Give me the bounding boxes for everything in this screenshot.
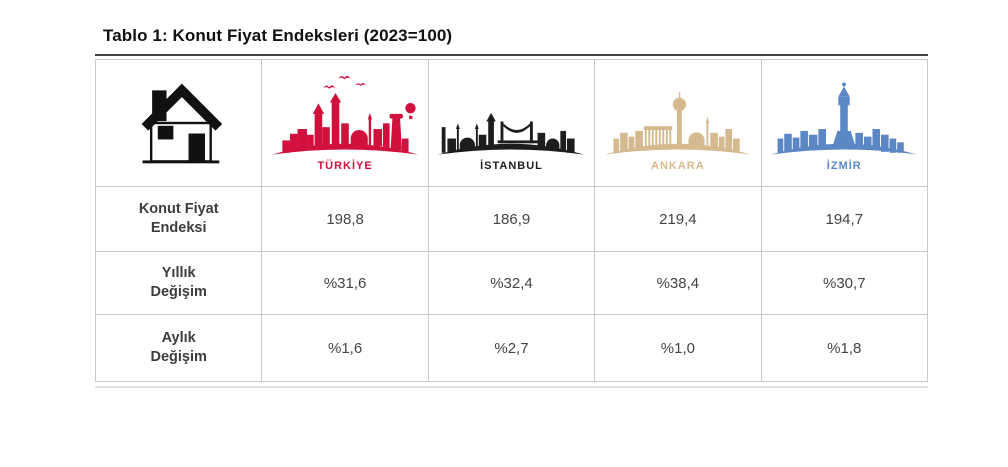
value-yillik-ankara: %38,4 bbox=[594, 251, 762, 315]
kfe-table: TÜRKİYE bbox=[94, 59, 929, 382]
header-cell-ankara: ANKARA bbox=[594, 59, 762, 187]
izmir-label: İZMİR bbox=[826, 160, 862, 172]
row-label-aylik-degisim: Aylık Değişim bbox=[94, 314, 263, 382]
value-aylik-izmir: %1,8 bbox=[760, 314, 929, 382]
value-aylik-ankara: %1,0 bbox=[594, 314, 762, 382]
table-row-aylik-degisim: Aylık Değişim %1,6 %2,7 %1,0 %1,8 bbox=[94, 314, 929, 382]
value-endeks-izmir: 194,7 bbox=[760, 186, 929, 252]
izmir-skyline-icon bbox=[771, 82, 918, 155]
house-icon bbox=[141, 83, 222, 164]
row-label-line: Endeksi bbox=[150, 220, 207, 236]
row-label-line: Aylık bbox=[161, 330, 196, 347]
value-aylik-istanbul: %2,7 bbox=[427, 314, 596, 382]
row-label-line: Yıllık bbox=[161, 265, 196, 282]
istanbul-label: İSTANBUL bbox=[480, 160, 543, 172]
header-cell-turkiye: TÜRKİYE bbox=[261, 59, 429, 187]
table-row-yillik-degisim: Yıllık Değişim %31,6 %32,4 %38,4 %30,7 bbox=[94, 251, 929, 315]
value-yillik-turkiye: %31,6 bbox=[261, 251, 429, 315]
corner-cell bbox=[94, 59, 263, 187]
ankara-skyline-icon bbox=[604, 92, 751, 155]
table-container: TÜRKİYE bbox=[94, 54, 929, 388]
value-yillik-istanbul: %32,4 bbox=[427, 251, 596, 315]
row-label-line: Değişim bbox=[150, 349, 207, 365]
row-label-line: Değişim bbox=[150, 284, 207, 300]
turkiye-skyline-icon bbox=[272, 75, 419, 155]
value-endeks-turkiye: 198,8 bbox=[261, 186, 429, 252]
value-aylik-turkiye: %1,6 bbox=[261, 314, 429, 382]
document: Tablo 1: Konut Fiyat Endeksleri (2023=10… bbox=[94, 0, 929, 388]
row-label-yillik-degisim: Yıllık Değişim bbox=[94, 251, 263, 315]
table-row-konut-fiyat-endeksi: Konut Fiyat Endeksi 198,8 186,9 219,4 19… bbox=[94, 186, 929, 252]
header-row: TÜRKİYE bbox=[94, 59, 929, 187]
header-cell-istanbul: İSTANBUL bbox=[427, 59, 596, 187]
table-bottom-divider bbox=[95, 386, 928, 388]
istanbul-skyline-icon bbox=[438, 112, 585, 155]
value-endeks-ankara: 219,4 bbox=[594, 186, 762, 252]
row-label-line: Konut Fiyat bbox=[138, 201, 219, 218]
value-yillik-izmir: %30,7 bbox=[760, 251, 929, 315]
value-endeks-istanbul: 186,9 bbox=[427, 186, 596, 252]
table-title: Tablo 1: Konut Fiyat Endeksleri (2023=10… bbox=[103, 26, 453, 45]
row-label-konut-fiyat-endeksi: Konut Fiyat Endeksi bbox=[94, 186, 263, 252]
ankara-label: ANKARA bbox=[651, 160, 705, 172]
turkiye-label: TÜRKİYE bbox=[317, 160, 373, 172]
header-cell-izmir: İZMİR bbox=[760, 59, 929, 187]
